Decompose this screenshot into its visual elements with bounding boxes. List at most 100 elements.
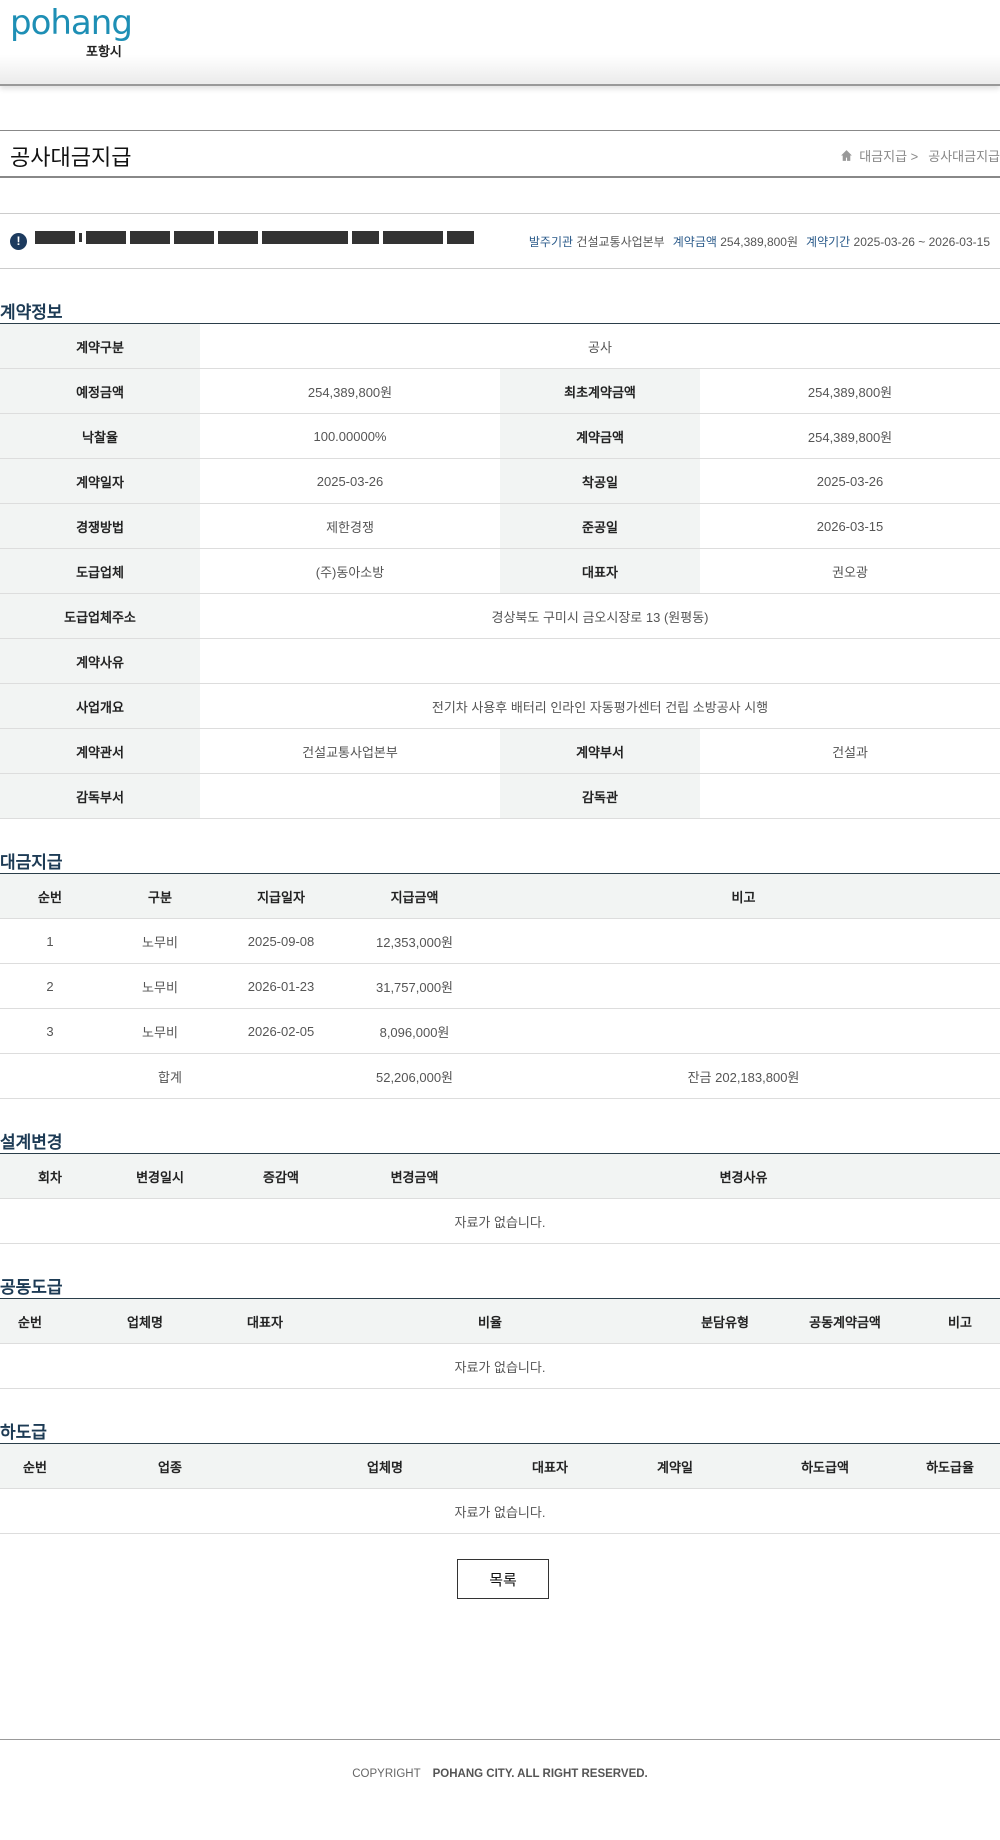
field-label: 예정금액 <box>0 368 200 414</box>
field-label: 착공일 <box>500 458 700 504</box>
section-title-design-change: 설계변경 <box>0 1133 63 1152</box>
field-value: 건설과 <box>700 728 1000 774</box>
empty-message: 자료가 없습니다. <box>0 1343 1000 1389</box>
footer-divider <box>0 1739 1000 1740</box>
table-row: 감독부서 감독관 <box>0 773 1000 819</box>
joint-contract-table: 순번 업체명 대표자 비율 분담유형 공동계약금액 비고 자료가 없습니다. <box>0 1298 1000 1389</box>
field-value: 전기차 사용후 배터리 인라인 자동평가센터 건립 소방공사 시행 <box>200 683 1000 729</box>
home-icon[interactable] <box>840 149 853 162</box>
total-row: 합계 52,206,000원 잔금 202,183,800원 <box>0 1053 1000 1099</box>
table-row: 사업개요 전기차 사용후 배터리 인라인 자동평가센터 건립 소방공사 시행 <box>0 683 1000 729</box>
table-row: 3 노무비 2026-02-05 8,096,000원 <box>0 1008 1000 1054</box>
header-row: 순번 업체명 대표자 비율 분담유형 공동계약금액 비고 <box>0 1298 1000 1344</box>
cell: 12,353,000원 <box>342 918 487 964</box>
table-row: 1 노무비 2025-09-08 12,353,000원 <box>0 918 1000 964</box>
header-row: 순번 구분 지급일자 지급금액 비고 <box>0 873 1000 919</box>
payment-table: 순번 구분 지급일자 지급금액 비고 1 노무비 2025-09-08 12,353,000원 2… <box>0 873 1000 1099</box>
field-label: 계약사유 <box>0 638 200 684</box>
cell: 노무비 <box>100 963 220 1009</box>
column-header: 구분 <box>100 873 220 919</box>
column-header: 분담유형 <box>680 1298 770 1344</box>
cell <box>487 918 1000 964</box>
column-header: 순번 <box>0 1298 60 1344</box>
field-value: 254,389,800원 <box>700 368 1000 414</box>
empty-row: 자료가 없습니다. <box>0 1343 1000 1389</box>
column-header: 변경일시 <box>100 1153 220 1199</box>
field-value: 254,389,800원 <box>700 413 1000 459</box>
meta-value: 건설교통사업본부 <box>576 235 665 249</box>
table-row: 계약일자 2025-03-26 착공일 2025-03-26 <box>0 458 1000 504</box>
cell <box>487 963 1000 1009</box>
table-row: 도급업체주소 경상북도 구미시 금오시장로 13 (원평동) <box>0 593 1000 639</box>
table-row: 계약구분 공사 <box>0 323 1000 369</box>
field-label: 준공일 <box>500 503 700 549</box>
field-value: 제한경쟁 <box>200 503 500 549</box>
field-value <box>200 773 500 819</box>
list-button[interactable]: 목록 <box>457 1559 549 1599</box>
table-row: 계약관서 건설교통사업본부 계약부서 건설과 <box>0 728 1000 774</box>
column-header: 지급일자 <box>220 873 342 919</box>
field-value: 100.00000% <box>200 413 500 459</box>
breadcrumb-item[interactable]: 대금지급 > <box>859 149 919 164</box>
field-value <box>200 638 1000 684</box>
field-label: 계약금액 <box>500 413 700 459</box>
field-value: 2025-03-26 <box>700 458 1000 504</box>
column-header: 변경사유 <box>487 1153 1000 1199</box>
table-row: 2 노무비 2026-01-23 31,757,000원 <box>0 963 1000 1009</box>
footer-copyright: COPYRIGHT POHANG CITY. ALL RIGHT RESERVED… <box>352 1768 648 1780</box>
field-label: 낙찰율 <box>0 413 200 459</box>
column-header: 대표자 <box>230 1298 300 1344</box>
cell: 1 <box>0 918 100 964</box>
total-amount: 52,206,000원 <box>342 1053 487 1099</box>
table-row: 낙찰율 100.00000% 계약금액 254,389,800원 <box>0 413 1000 459</box>
column-header: 증감액 <box>220 1153 342 1199</box>
title-bar: 공사대금지급 대금지급 > 공사대금지급 <box>0 130 1000 178</box>
column-header: 업종 <box>70 1443 270 1489</box>
balance: 잔금 202,183,800원 <box>487 1053 1000 1099</box>
column-header: 업체명 <box>270 1443 500 1489</box>
field-label: 계약관서 <box>0 728 200 774</box>
cell: 2025-09-08 <box>220 918 342 964</box>
field-value: 2025-03-26 <box>200 458 500 504</box>
column-header: 공동계약금액 <box>770 1298 920 1344</box>
cell: 2 <box>0 963 100 1009</box>
column-header: 회차 <box>0 1153 100 1199</box>
cell <box>487 1008 1000 1054</box>
column-header: 비고 <box>920 1298 1000 1344</box>
field-label: 계약부서 <box>500 728 700 774</box>
field-value: 공사 <box>200 323 1000 369</box>
column-header: 계약일 <box>600 1443 750 1489</box>
page-title: 공사대금지급 <box>10 145 132 170</box>
field-value: 2026-03-15 <box>700 503 1000 549</box>
table-row: 경쟁방법 제한경쟁 준공일 2026-03-15 <box>0 503 1000 549</box>
cell: 노무비 <box>100 918 220 964</box>
cell: 노무비 <box>100 1008 220 1054</box>
meta-label: 계약기간 <box>806 235 851 249</box>
field-label: 감독관 <box>500 773 700 819</box>
field-label: 경쟁방법 <box>0 503 200 549</box>
meta-value: 254,389,800원 <box>720 235 799 249</box>
redacted-contract-name <box>35 231 474 244</box>
section-title-subcontract: 하도급 <box>0 1423 47 1442</box>
design-change-table: 회차 변경일시 증감액 변경금액 변경사유 자료가 없습니다. <box>0 1153 1000 1244</box>
column-header: 순번 <box>0 873 100 919</box>
column-header: 비율 <box>300 1298 680 1344</box>
empty-row: 자료가 없습니다. <box>0 1488 1000 1534</box>
column-header: 업체명 <box>60 1298 230 1344</box>
field-label: 계약일자 <box>0 458 200 504</box>
contract-info-table: 계약구분 공사 예정금액 254,389,800원 최초계약금액 254,389,800원… <box>0 323 1000 819</box>
field-value: 건설교통사업본부 <box>200 728 500 774</box>
column-header: 하도급율 <box>900 1443 1000 1489</box>
field-label: 감독부서 <box>0 773 200 819</box>
column-header: 변경금액 <box>342 1153 487 1199</box>
cell: 3 <box>0 1008 100 1054</box>
pohang-logo[interactable]: pohang 포항시 <box>10 3 133 59</box>
field-label: 최초계약금액 <box>500 368 700 414</box>
contract-summary: ! 발주기관 건설교통사업본부 계약금액 254,389,800원 계약기간 202… <box>0 213 1000 269</box>
meta-label: 계약금액 <box>672 235 717 249</box>
contract-meta: 발주기관 건설교통사업본부 계약금액 254,389,800원 계약기간 2025-… <box>521 233 990 250</box>
cell: 2026-01-23 <box>220 963 342 1009</box>
breadcrumb-item[interactable]: 공사대금지급 <box>928 149 1000 164</box>
table-row: 계약사유 <box>0 638 1000 684</box>
field-label: 도급업체주소 <box>0 593 200 639</box>
